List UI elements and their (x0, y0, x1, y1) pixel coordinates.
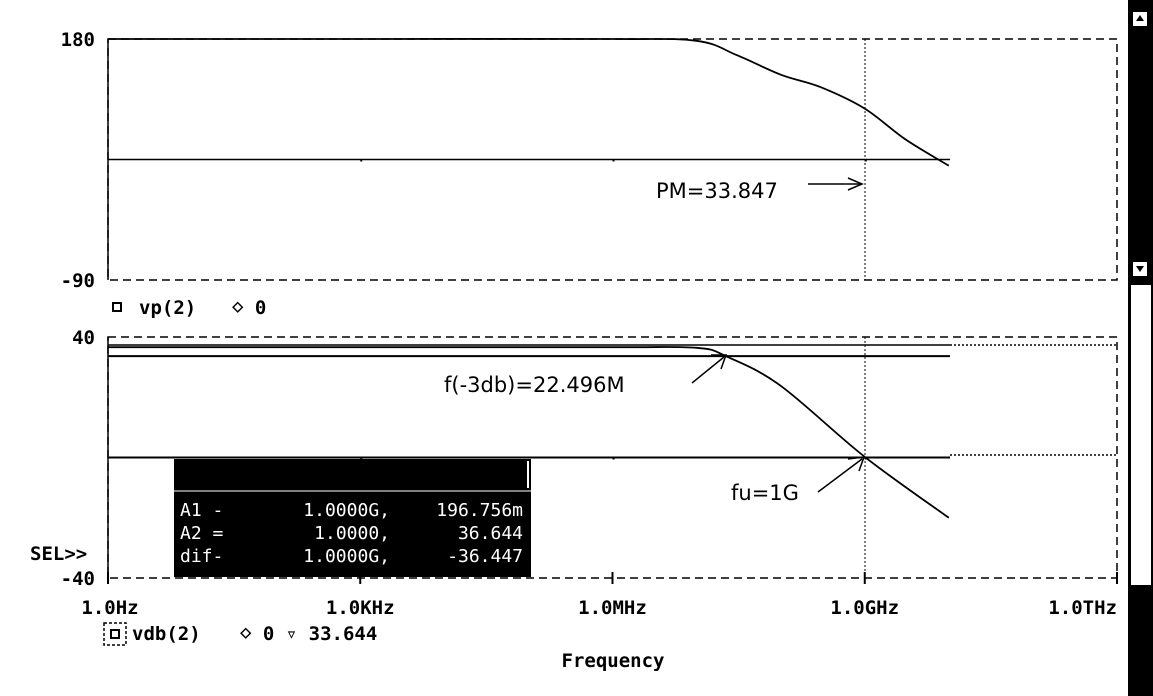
phase-legend-expr: vp(2) (139, 297, 196, 319)
mag-ytick-top: 40 (72, 327, 95, 349)
fu-arrow (818, 457, 864, 492)
cursor-y: -36.447 (447, 546, 523, 567)
cursor-label: A1 - (180, 500, 223, 521)
cursor-x: 1.0000G, (303, 546, 390, 567)
sel-label: SEL>> (30, 543, 87, 565)
mag-legend-selected-frame[interactable] (104, 623, 126, 645)
scroll-up-arrow-icon[interactable] (1133, 12, 1147, 26)
x-axis-label: Frequency (562, 650, 665, 672)
phase-legend-extra: ⋄ 0 (232, 297, 266, 319)
x-tick-label: 1.0MHz (578, 597, 647, 619)
mag-ytick-bottom: -40 (61, 568, 95, 590)
mag-legend-marker (111, 630, 119, 638)
fu-annotation: fu=1G (731, 481, 799, 505)
phase-legend-marker (113, 303, 121, 311)
cursor-y: 36.644 (458, 523, 523, 544)
mag-legend-expr: vdb(2) (132, 623, 201, 645)
f3db-annotation: f(-3db)=22.496M (444, 373, 625, 397)
x-tick-label: 1.0KHz (326, 597, 395, 619)
f3db-arrow (692, 355, 726, 383)
pm-arrow (808, 178, 862, 190)
cursor-label: dif- (180, 546, 223, 567)
x-tick-label: 1.0THz (1048, 597, 1117, 619)
scrollbar-track[interactable] (1131, 285, 1151, 585)
cursor-x: 1.0000, (314, 523, 390, 544)
phase-ytick-bottom: -90 (61, 270, 95, 292)
phase-ytick-top: 180 (61, 29, 95, 51)
x-tick-label: 1.0Hz (81, 597, 138, 619)
cursor-label: A2 = (180, 523, 224, 544)
x-axis-ticks: 1.0Hz 1.0KHz 1.0MHz 1.0GHz 1.0THz (81, 572, 1117, 619)
cursor-x: 1.0000G, (303, 500, 390, 521)
x-tick-label: 1.0GHz (830, 597, 899, 619)
mag-legend-extra: ⋄ 0 ▿ 33.644 (240, 623, 377, 645)
phase-series-line (108, 39, 949, 166)
scroll-down-arrow-icon[interactable] (1133, 262, 1147, 276)
pm-annotation: PM=33.847 (656, 179, 778, 203)
cursor-y: 196.756m (436, 500, 523, 521)
